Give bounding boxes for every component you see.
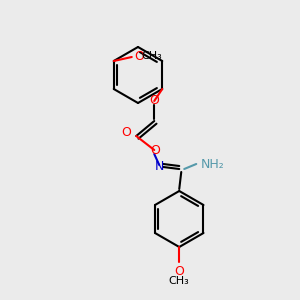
Text: CH₃: CH₃ [142,51,163,61]
Text: CH₃: CH₃ [169,276,190,286]
Text: O: O [174,265,184,278]
Text: N: N [154,160,164,173]
Text: O: O [149,94,159,107]
Text: NH₂: NH₂ [201,158,225,170]
Text: O: O [121,127,131,140]
Text: O: O [150,143,160,157]
Text: O: O [134,50,144,62]
